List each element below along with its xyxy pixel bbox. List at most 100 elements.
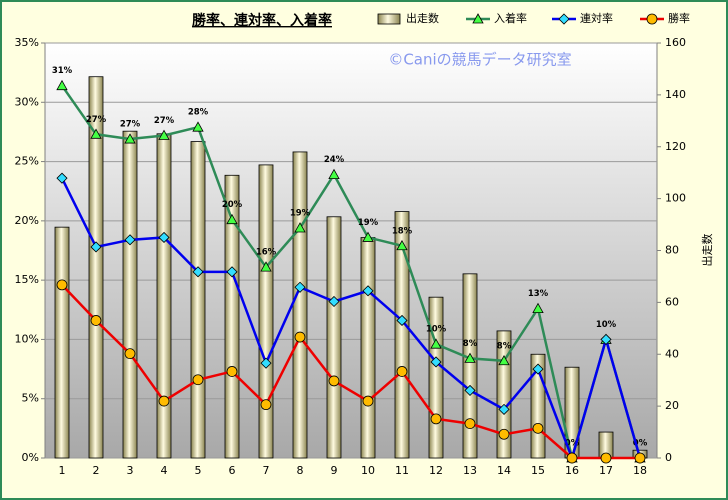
line <box>60 84 642 459</box>
marker <box>498 403 510 415</box>
data-label: 8% <box>497 341 512 351</box>
marker <box>430 356 442 368</box>
marker <box>226 213 238 225</box>
marker <box>226 266 238 278</box>
marker <box>566 452 578 464</box>
bar <box>88 76 104 459</box>
annotation: ©Caniの競馬データ研究室 <box>388 51 571 69</box>
data-label: 10% <box>426 325 447 335</box>
x-tick-label: 16 <box>565 464 579 477</box>
marker <box>328 168 340 180</box>
marker <box>362 395 374 407</box>
legend-marker <box>472 13 484 24</box>
bar <box>156 133 172 459</box>
data-label: 27% <box>120 120 141 130</box>
x-tick-label: 2 <box>93 464 100 477</box>
marker <box>600 452 612 464</box>
marker <box>158 395 170 407</box>
marker <box>260 261 272 272</box>
marker <box>158 129 170 140</box>
bar <box>122 130 138 459</box>
marker <box>294 331 306 343</box>
y2-tick-label: 120 <box>665 140 686 153</box>
marker <box>464 418 476 430</box>
marker <box>396 239 408 251</box>
y-tick-label: 35% <box>15 36 39 49</box>
y-tick-label: 20% <box>15 214 39 227</box>
y-tick-label: 15% <box>15 273 39 286</box>
y-tick-label: 0% <box>22 451 39 464</box>
marker <box>260 399 272 411</box>
bar <box>54 226 70 459</box>
x-tick-label: 18 <box>633 464 647 477</box>
marker <box>192 266 204 278</box>
x-tick-label: 13 <box>463 464 477 477</box>
x-tick-label: 9 <box>331 464 338 477</box>
y2-tick-label: 80 <box>665 244 679 257</box>
legend-label: 勝率 <box>668 11 690 25</box>
x-tick-label: 15 <box>531 464 545 477</box>
x-tick-label: 3 <box>127 464 134 477</box>
bar <box>258 164 274 459</box>
y2-tick-label: 20 <box>665 399 679 412</box>
marker <box>56 79 68 91</box>
marker <box>600 333 612 345</box>
data-label: 27% <box>154 116 175 126</box>
data-label: 8% <box>463 339 478 349</box>
y2-tick-label: 40 <box>665 347 679 360</box>
marker <box>226 366 238 377</box>
y-tick-label: 30% <box>15 95 39 108</box>
marker <box>396 314 408 327</box>
bar <box>394 211 410 459</box>
x-tick-label: 4 <box>161 464 168 477</box>
legend-label: 出走数 <box>406 11 439 25</box>
bar <box>190 141 206 459</box>
marker <box>294 281 306 293</box>
x-tick-label: 1 <box>59 464 66 477</box>
data-label: 19% <box>290 208 311 218</box>
data-label: 20% <box>222 200 243 210</box>
marker <box>464 384 476 396</box>
y-tick-label: 5% <box>22 392 39 405</box>
bar <box>428 296 444 459</box>
y2-tick-label: 140 <box>665 88 686 101</box>
data-label: 18% <box>392 226 413 236</box>
line <box>61 284 640 460</box>
marker <box>260 357 272 369</box>
marker <box>498 428 510 440</box>
line <box>60 177 642 462</box>
legend-swatch <box>377 13 401 25</box>
x-tick-label: 14 <box>497 464 511 477</box>
x-tick-label: 12 <box>429 464 443 477</box>
data-label: 16% <box>256 248 277 258</box>
data-label: 10% <box>596 320 617 330</box>
marker <box>192 374 204 386</box>
data-label: 28% <box>188 108 209 118</box>
bar <box>292 151 308 459</box>
y-tick-label: 25% <box>15 155 39 168</box>
marker <box>498 354 510 366</box>
marker <box>158 231 170 244</box>
bar <box>462 273 478 459</box>
chart-title: 勝率、連対率、入着率 <box>192 12 332 29</box>
y2-tick-label: 100 <box>665 192 686 205</box>
marker <box>124 348 136 360</box>
x-tick-label: 5 <box>195 464 202 477</box>
x-tick-label: 17 <box>599 464 613 477</box>
data-label: 27% <box>86 115 107 125</box>
legend-marker <box>558 13 570 25</box>
legend-label: 入着率 <box>494 11 527 25</box>
data-label: 24% <box>324 155 345 165</box>
marker <box>124 133 136 144</box>
y2-tick-label: 60 <box>665 295 679 308</box>
marker <box>464 352 476 363</box>
y2-tick-label: 0 <box>665 451 672 464</box>
data-label: 31% <box>52 66 73 76</box>
marker <box>362 285 374 297</box>
bar <box>224 174 240 459</box>
marker <box>90 241 102 253</box>
marker <box>532 302 544 313</box>
marker <box>362 231 374 242</box>
